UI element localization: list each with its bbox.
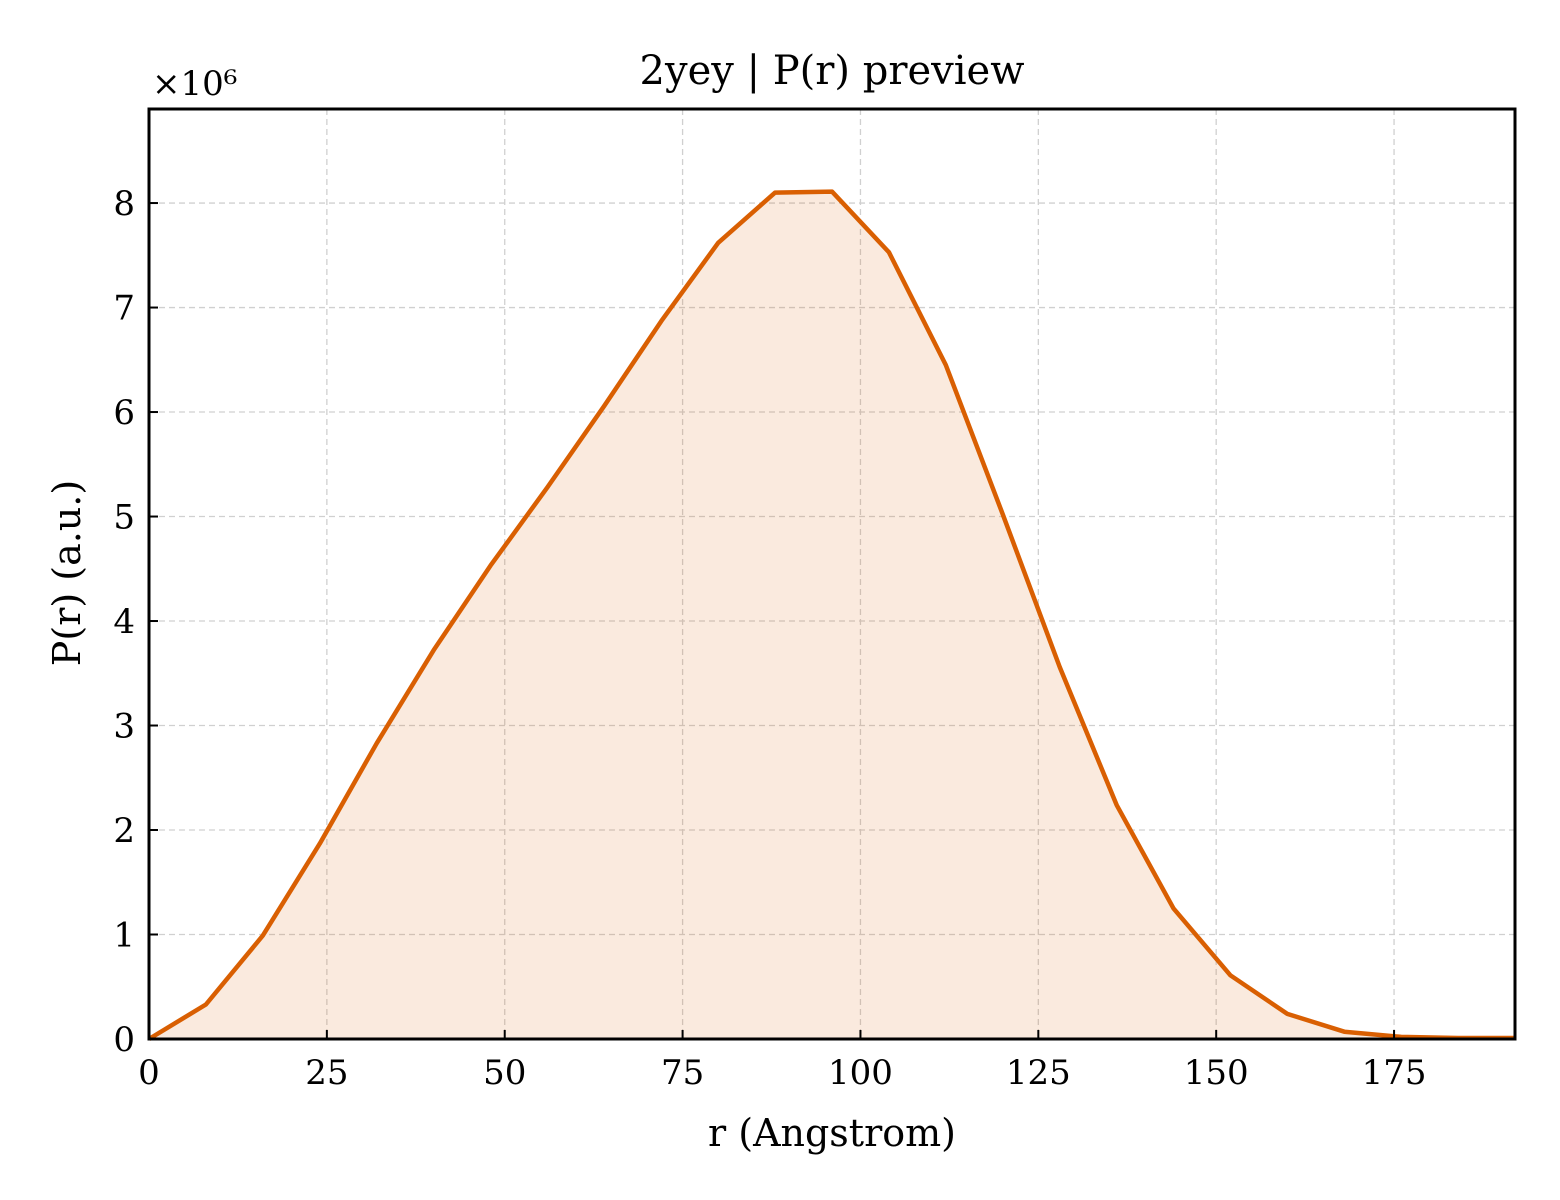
x-tick-label: 100 [828, 1053, 893, 1093]
x-tick-label: 175 [1362, 1053, 1427, 1093]
x-axis-title: r (Angstrom) [708, 1111, 956, 1155]
y-tick-label: 2 [113, 811, 135, 851]
y-tick-label: 8 [113, 184, 135, 224]
series-line [147, 189, 1515, 1041]
x-tick-label: 25 [305, 1053, 348, 1093]
y-tick-label: 3 [113, 707, 135, 747]
x-tick-label: 75 [661, 1053, 704, 1093]
x-tick-label: 150 [1184, 1053, 1249, 1093]
plot-frame [147, 107, 1517, 1041]
y-tick-label: 0 [113, 1020, 135, 1060]
y-tick-label: 7 [113, 289, 135, 329]
x-tick-label: 125 [1006, 1053, 1071, 1093]
x-tick-label: 50 [483, 1053, 526, 1093]
y-multiplier-label: ×10⁶ [152, 64, 237, 104]
y-tick-label: 4 [113, 602, 135, 642]
grid [149, 109, 1515, 1039]
chart-title: 2yey | P(r) preview [640, 48, 1025, 94]
x-tick-label: 0 [138, 1053, 160, 1093]
y-axis-title: P(r) (a.u.) [45, 480, 89, 666]
y-tick-label: 5 [113, 498, 135, 538]
area-fill [149, 191, 1515, 1040]
y-tick-label: 1 [113, 916, 135, 956]
y-tick-label: 6 [113, 393, 135, 433]
ticks: 0 25 50 75 100 125 150 175 0 1 2 3 4 5 6 7 8 [113, 184, 1426, 1093]
